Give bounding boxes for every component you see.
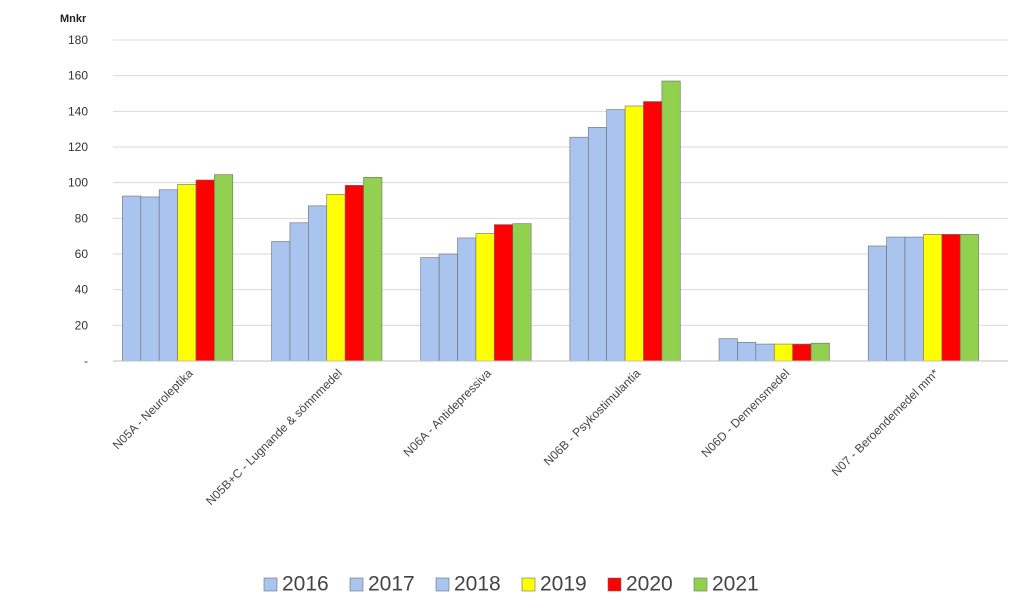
bar-2020-cat6 <box>941 234 961 362</box>
y-tick-label: 120 <box>68 140 88 154</box>
bar-2020-cat4 <box>643 101 663 362</box>
gridlines <box>113 39 1008 326</box>
y-tick-label: 60 <box>75 247 89 261</box>
y-tick-label: - <box>84 354 88 368</box>
bar-2018-cat5 <box>755 343 775 362</box>
legend-label-2016: 2016 <box>282 573 329 596</box>
category-label: N05A - Neuroleptika <box>110 366 196 452</box>
bar-2017-cat5 <box>737 341 757 362</box>
bar-2019-cat1 <box>177 184 197 362</box>
y-axis-ticks: - 20 40 60 80 100 120 140 160 180 <box>68 33 88 368</box>
y-tick-label: 160 <box>68 69 88 83</box>
bar-2021-cat4 <box>661 80 681 362</box>
bar-2017-cat6 <box>886 236 906 362</box>
bar-2016-cat5 <box>718 338 738 362</box>
y-tick-label: 40 <box>75 283 89 297</box>
legend-swatch-2021 <box>693 577 708 592</box>
y-tick-label: 20 <box>75 318 89 332</box>
bar-2018-cat3 <box>457 237 477 362</box>
category-label: N05B+C - Lugnande & sömnmedel <box>203 366 345 508</box>
bar-2021-cat6 <box>959 234 979 362</box>
bar-2019-cat5 <box>773 343 793 362</box>
legend-label-2020: 2020 <box>626 573 673 596</box>
bar-2019-cat6 <box>923 234 943 362</box>
legend-label-2018: 2018 <box>454 573 501 596</box>
bar-2018-cat2 <box>308 205 328 362</box>
legend-label-2017: 2017 <box>368 573 415 596</box>
legend-swatch-2016 <box>263 577 278 592</box>
bar-2020-cat1 <box>195 179 215 362</box>
bar-2017-cat4 <box>587 127 607 362</box>
y-tick-label: 100 <box>68 176 88 190</box>
bar-2021-cat2 <box>363 177 383 362</box>
y-axis-unit-label: Mnkr <box>60 13 87 25</box>
category-label: N06D - Demensmedel <box>699 366 793 460</box>
legend-swatch-2019 <box>521 577 536 592</box>
bar-2017-cat1 <box>140 196 160 362</box>
y-tick-label: 180 <box>68 33 88 47</box>
category-label: N06B - Psykostimulantia <box>541 366 644 469</box>
legend-swatch-2017 <box>349 577 364 592</box>
bar-2021-cat3 <box>512 223 532 362</box>
legend-label-2019: 2019 <box>540 573 587 596</box>
bar-2016-cat3 <box>420 257 440 362</box>
legend-swatch-2020 <box>607 577 622 592</box>
bar-2021-cat1 <box>214 174 234 362</box>
bar-2016-cat2 <box>271 241 291 362</box>
y-tick-label: 140 <box>68 104 88 118</box>
bar-2017-cat3 <box>438 253 458 362</box>
bar-2018-cat4 <box>606 109 626 362</box>
bar-2019-cat3 <box>475 233 495 362</box>
bar-2020-cat2 <box>344 185 364 362</box>
legend-label-2021: 2021 <box>712 573 759 596</box>
bar-2020-cat5 <box>792 343 812 362</box>
bar-2016-cat1 <box>122 195 142 362</box>
legend: 2016 2017 2018 2019 2020 2021 <box>263 573 759 596</box>
bar-2019-cat4 <box>624 105 644 362</box>
y-tick-label: 80 <box>75 211 89 225</box>
category-label: N07 - Beroendemedel mm* <box>829 366 942 479</box>
bar-2020-cat3 <box>494 224 514 362</box>
bar-2016-cat6 <box>867 245 887 362</box>
bar-2018-cat1 <box>158 189 178 362</box>
category-label: N06A - Antidepressiva <box>401 366 495 460</box>
bar-2016-cat4 <box>569 136 589 362</box>
bar-2018-cat6 <box>904 236 924 362</box>
category-labels: N05A - Neuroleptika N05B+C - Lugnande & s… <box>110 366 942 508</box>
bar-2021-cat5 <box>810 342 830 362</box>
legend-swatch-2018 <box>435 577 450 592</box>
bar-2017-cat2 <box>289 222 309 362</box>
bars <box>122 80 979 362</box>
bar-2019-cat2 <box>326 193 346 362</box>
